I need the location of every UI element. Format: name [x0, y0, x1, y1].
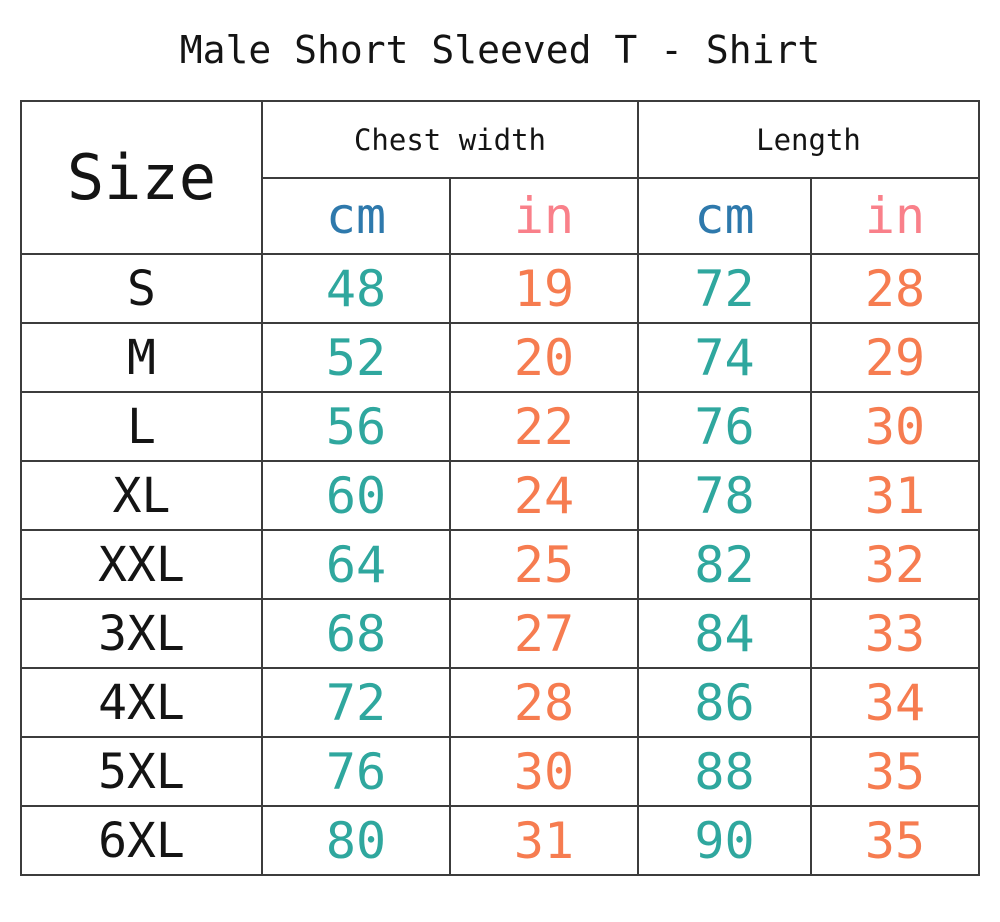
chest-width-group-header: Chest width: [260, 100, 639, 179]
chest-cm-unit-header: cm: [260, 177, 451, 255]
chest-cm-cell: 68: [260, 598, 451, 669]
length-cm-cell: 84: [636, 598, 812, 669]
length-in-cell: 29: [809, 322, 981, 393]
chest-cm-cell: 52: [260, 322, 451, 393]
table-row-6xl: 6XL 80 31 90 35: [19, 805, 981, 876]
table-row-3xl: 3XL 68 27 84 33: [19, 598, 981, 669]
table-row-m: M 52 20 74 29: [19, 322, 981, 393]
chest-in-cell: 31: [448, 805, 639, 876]
length-cm-cell: 90: [636, 805, 812, 876]
size-chart-page: Male Short Sleeved T - Shirt Size Chest …: [0, 28, 1000, 876]
length-cm-cell: 78: [636, 460, 812, 531]
group-header-row: Size Chest width Length: [19, 100, 981, 255]
size-column-header: Size: [19, 100, 263, 255]
chest-cm-cell: 72: [260, 667, 451, 738]
table-header: Size Chest width Length cm in cm in: [19, 100, 981, 255]
chest-cm-cell: 60: [260, 460, 451, 531]
chest-cm-cell: 80: [260, 805, 451, 876]
chest-in-cell: 28: [448, 667, 639, 738]
size-cell: M: [19, 322, 263, 393]
table-row-xxl: XXL 64 25 82 32: [19, 529, 981, 600]
unit-header-row: cm in cm in: [21, 177, 981, 255]
length-cm-cell: 76: [636, 391, 812, 462]
chest-cm-cell: 48: [260, 253, 451, 324]
length-in-cell: 28: [809, 253, 981, 324]
length-cm-cell: 72: [636, 253, 812, 324]
length-cm-unit-header: cm: [636, 177, 812, 255]
chest-cm-cell: 76: [260, 736, 451, 807]
table-row-5xl: 5XL 76 30 88 35: [19, 736, 981, 807]
length-cm-cell: 74: [636, 322, 812, 393]
chest-in-cell: 25: [448, 529, 639, 600]
size-cell: XXL: [19, 529, 263, 600]
size-cell: 5XL: [19, 736, 263, 807]
size-cell: S: [19, 253, 263, 324]
length-in-cell: 33: [809, 598, 981, 669]
size-cell: 3XL: [19, 598, 263, 669]
length-in-cell: 32: [809, 529, 981, 600]
chest-in-cell: 27: [448, 598, 639, 669]
length-in-cell: 35: [809, 736, 981, 807]
chest-in-cell: 22: [448, 391, 639, 462]
page-title: Male Short Sleeved T - Shirt: [179, 28, 821, 72]
size-chart-table: Size Chest width Length cm in cm in S 48…: [19, 100, 981, 876]
table-row-xl: XL 60 24 78 31: [19, 460, 981, 531]
length-group-header: Length: [636, 100, 981, 179]
length-in-unit-header: in: [809, 177, 981, 255]
chest-in-cell: 20: [448, 322, 639, 393]
length-cm-cell: 86: [636, 667, 812, 738]
length-in-cell: 34: [809, 667, 981, 738]
size-cell: 4XL: [19, 667, 263, 738]
length-in-cell: 35: [809, 805, 981, 876]
table-row-s: S 48 19 72 28: [19, 253, 981, 324]
size-cell: 6XL: [19, 805, 263, 876]
table-row-4xl: 4XL 72 28 86 34: [19, 667, 981, 738]
chest-in-cell: 30: [448, 736, 639, 807]
length-cm-cell: 82: [636, 529, 812, 600]
size-cell: XL: [19, 460, 263, 531]
table-body: S 48 19 72 28 M 52 20 74 29 L 56 22 76 3…: [19, 253, 981, 876]
chest-in-cell: 19: [448, 253, 639, 324]
length-cm-cell: 88: [636, 736, 812, 807]
table-row-l: L 56 22 76 30: [19, 391, 981, 462]
chest-cm-cell: 64: [260, 529, 451, 600]
chest-cm-cell: 56: [260, 391, 451, 462]
size-cell: L: [19, 391, 263, 462]
chest-in-cell: 24: [448, 460, 639, 531]
chest-in-unit-header: in: [448, 177, 639, 255]
length-in-cell: 31: [809, 460, 981, 531]
length-in-cell: 30: [809, 391, 981, 462]
